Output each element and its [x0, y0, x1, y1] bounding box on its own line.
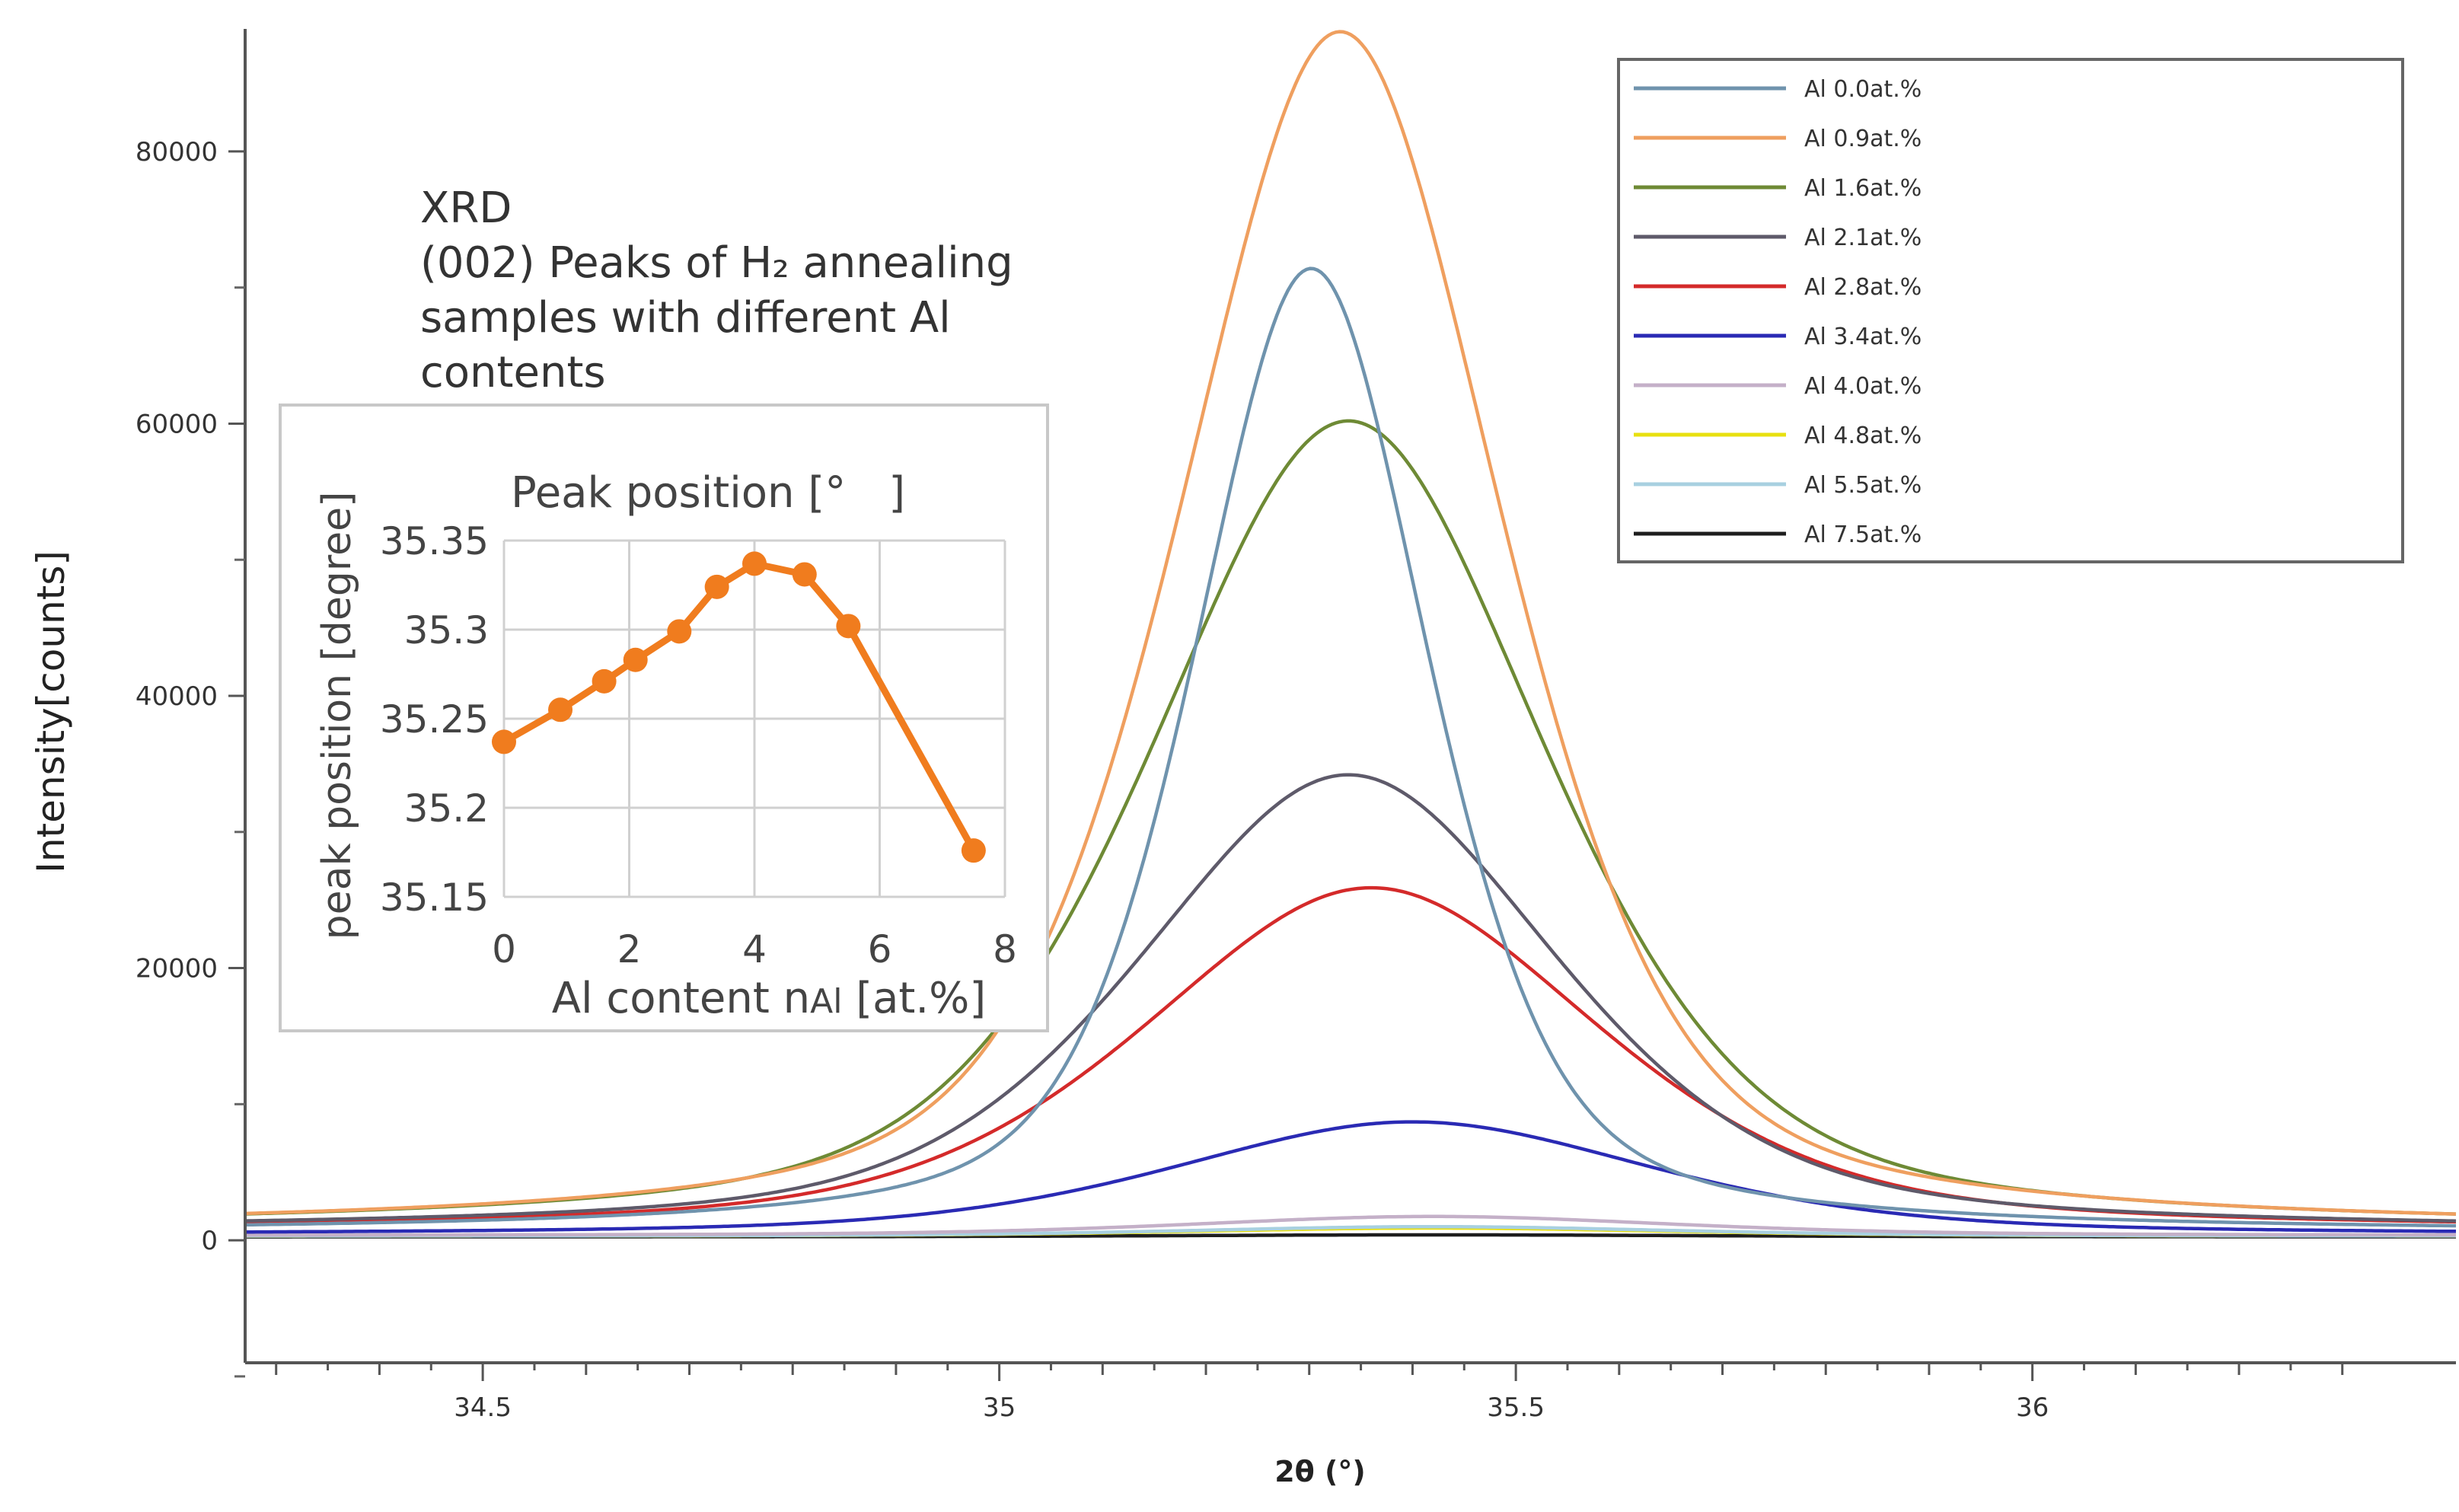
inset-ticks: 35.15 35.2 35.25 35.3 35.35 0 2 4 6 8 [380, 519, 1017, 971]
x-tick-label: 35 [983, 1392, 1016, 1423]
chart-annotation: XRD (002) Peaks of H₂ annealing samples … [420, 183, 1013, 397]
legend-label: Al 3.4at.% [1804, 324, 1922, 350]
y-tick-label: 20000 [136, 954, 218, 984]
inset-data-point [792, 562, 817, 587]
annotation-line-4: contents [420, 348, 606, 397]
legend-box [1617, 58, 2404, 563]
inset-y-tick-label: 35.25 [380, 697, 489, 742]
legend-label: Al 0.0at.% [1804, 76, 1922, 103]
inset-x-title-sub: Al [810, 982, 842, 1021]
legend-label: Al 4.0at.% [1804, 373, 1922, 400]
y-axis-title: Intensity[counts] [29, 550, 73, 873]
inset-x-tick-label: 4 [742, 927, 767, 971]
inset-series-line [502, 560, 977, 853]
series-group [244, 30, 2457, 1239]
inset-y-tick-label: 35.15 [380, 876, 489, 920]
legend-label: Al 2.8at.% [1804, 274, 1922, 301]
legend-label: Al 5.5at.% [1804, 472, 1922, 499]
annotation-line-3: samples with different Al [420, 293, 951, 343]
inset-data-point [742, 551, 767, 576]
inset-x-axis-title: Al content nAl [at.%] [552, 974, 986, 1023]
legend: Al 0.0at.% Al 0.9at.% Al 1.6at.% Al 2.1at.%… [1617, 58, 2404, 563]
inset-data-point [836, 614, 861, 639]
x-ticks: 34.5 35 35.5 36 [275, 1363, 2344, 1423]
annotation-line-2: (002) Peaks of H₂ annealing [420, 238, 1013, 288]
series-line-6 [245, 1214, 2456, 1237]
inset-title: Peak position [° ] [511, 468, 905, 518]
annotation-line-1: XRD [420, 183, 512, 233]
y-tick-label: 0 [201, 1226, 218, 1256]
x-tick-label: 35.5 [1487, 1392, 1545, 1423]
inset-y-axis-title: peak position [degree] [314, 492, 360, 940]
inset-x-tick-label: 2 [617, 927, 642, 971]
inset-x-tick-label: 8 [993, 927, 1017, 971]
legend-items: Al 0.0at.% Al 0.9at.% Al 1.6at.% Al 2.1at.%… [1634, 76, 1922, 548]
y-tick-label: 60000 [136, 409, 218, 439]
inset-grid [502, 539, 1006, 898]
inset-data-point [704, 574, 729, 599]
y-tick-label: 80000 [136, 137, 218, 167]
inset-y-tick-label: 35.35 [380, 519, 489, 563]
inset-y-tick-label: 35.3 [404, 608, 489, 652]
legend-label: Al 7.5at.% [1804, 522, 1922, 548]
legend-label: Al 4.8at.% [1804, 423, 1922, 449]
inset-data-point [667, 619, 692, 644]
inset-chart: Peak position [° ] 35.1535.235.2535.335.… [279, 404, 1049, 1032]
main-plot-area: 0 20000 40000 60000 80000 34.5 35 35.5 36 2θ (°… [29, 29, 2457, 1488]
inset-x-title-main: Al content n [552, 974, 810, 1023]
x-tick-label: 36 [2016, 1392, 2049, 1423]
inset-x-title-rest: [at.%] [842, 974, 986, 1023]
inset-data-point [961, 838, 986, 863]
series-line-1 [244, 30, 2457, 1216]
x-tick-label: 34.5 [454, 1392, 512, 1423]
series-line-0 [244, 266, 2456, 1228]
inset-data-point [592, 668, 617, 694]
legend-label: Al 1.6at.% [1804, 175, 1922, 202]
y-tick-label: 40000 [136, 681, 218, 712]
inset-x-tick-label: 0 [492, 927, 516, 971]
legend-label: Al 0.9at.% [1804, 126, 1922, 152]
y-ticks: 0 20000 40000 60000 80000 [136, 137, 245, 1378]
x-axis-title: 2θ (°) [1274, 1455, 1366, 1488]
inset-x-tick-label: 6 [868, 927, 892, 971]
legend-label: Al 2.1at.% [1804, 225, 1922, 251]
inset-data-point [548, 697, 573, 723]
inset-data-point [492, 729, 516, 754]
inset-markers [492, 551, 986, 863]
inset-data-point [623, 647, 648, 672]
series-line-5 [245, 1120, 2456, 1234]
series-line-3 [244, 773, 2457, 1223]
inset-y-tick-label: 35.2 [404, 786, 489, 831]
